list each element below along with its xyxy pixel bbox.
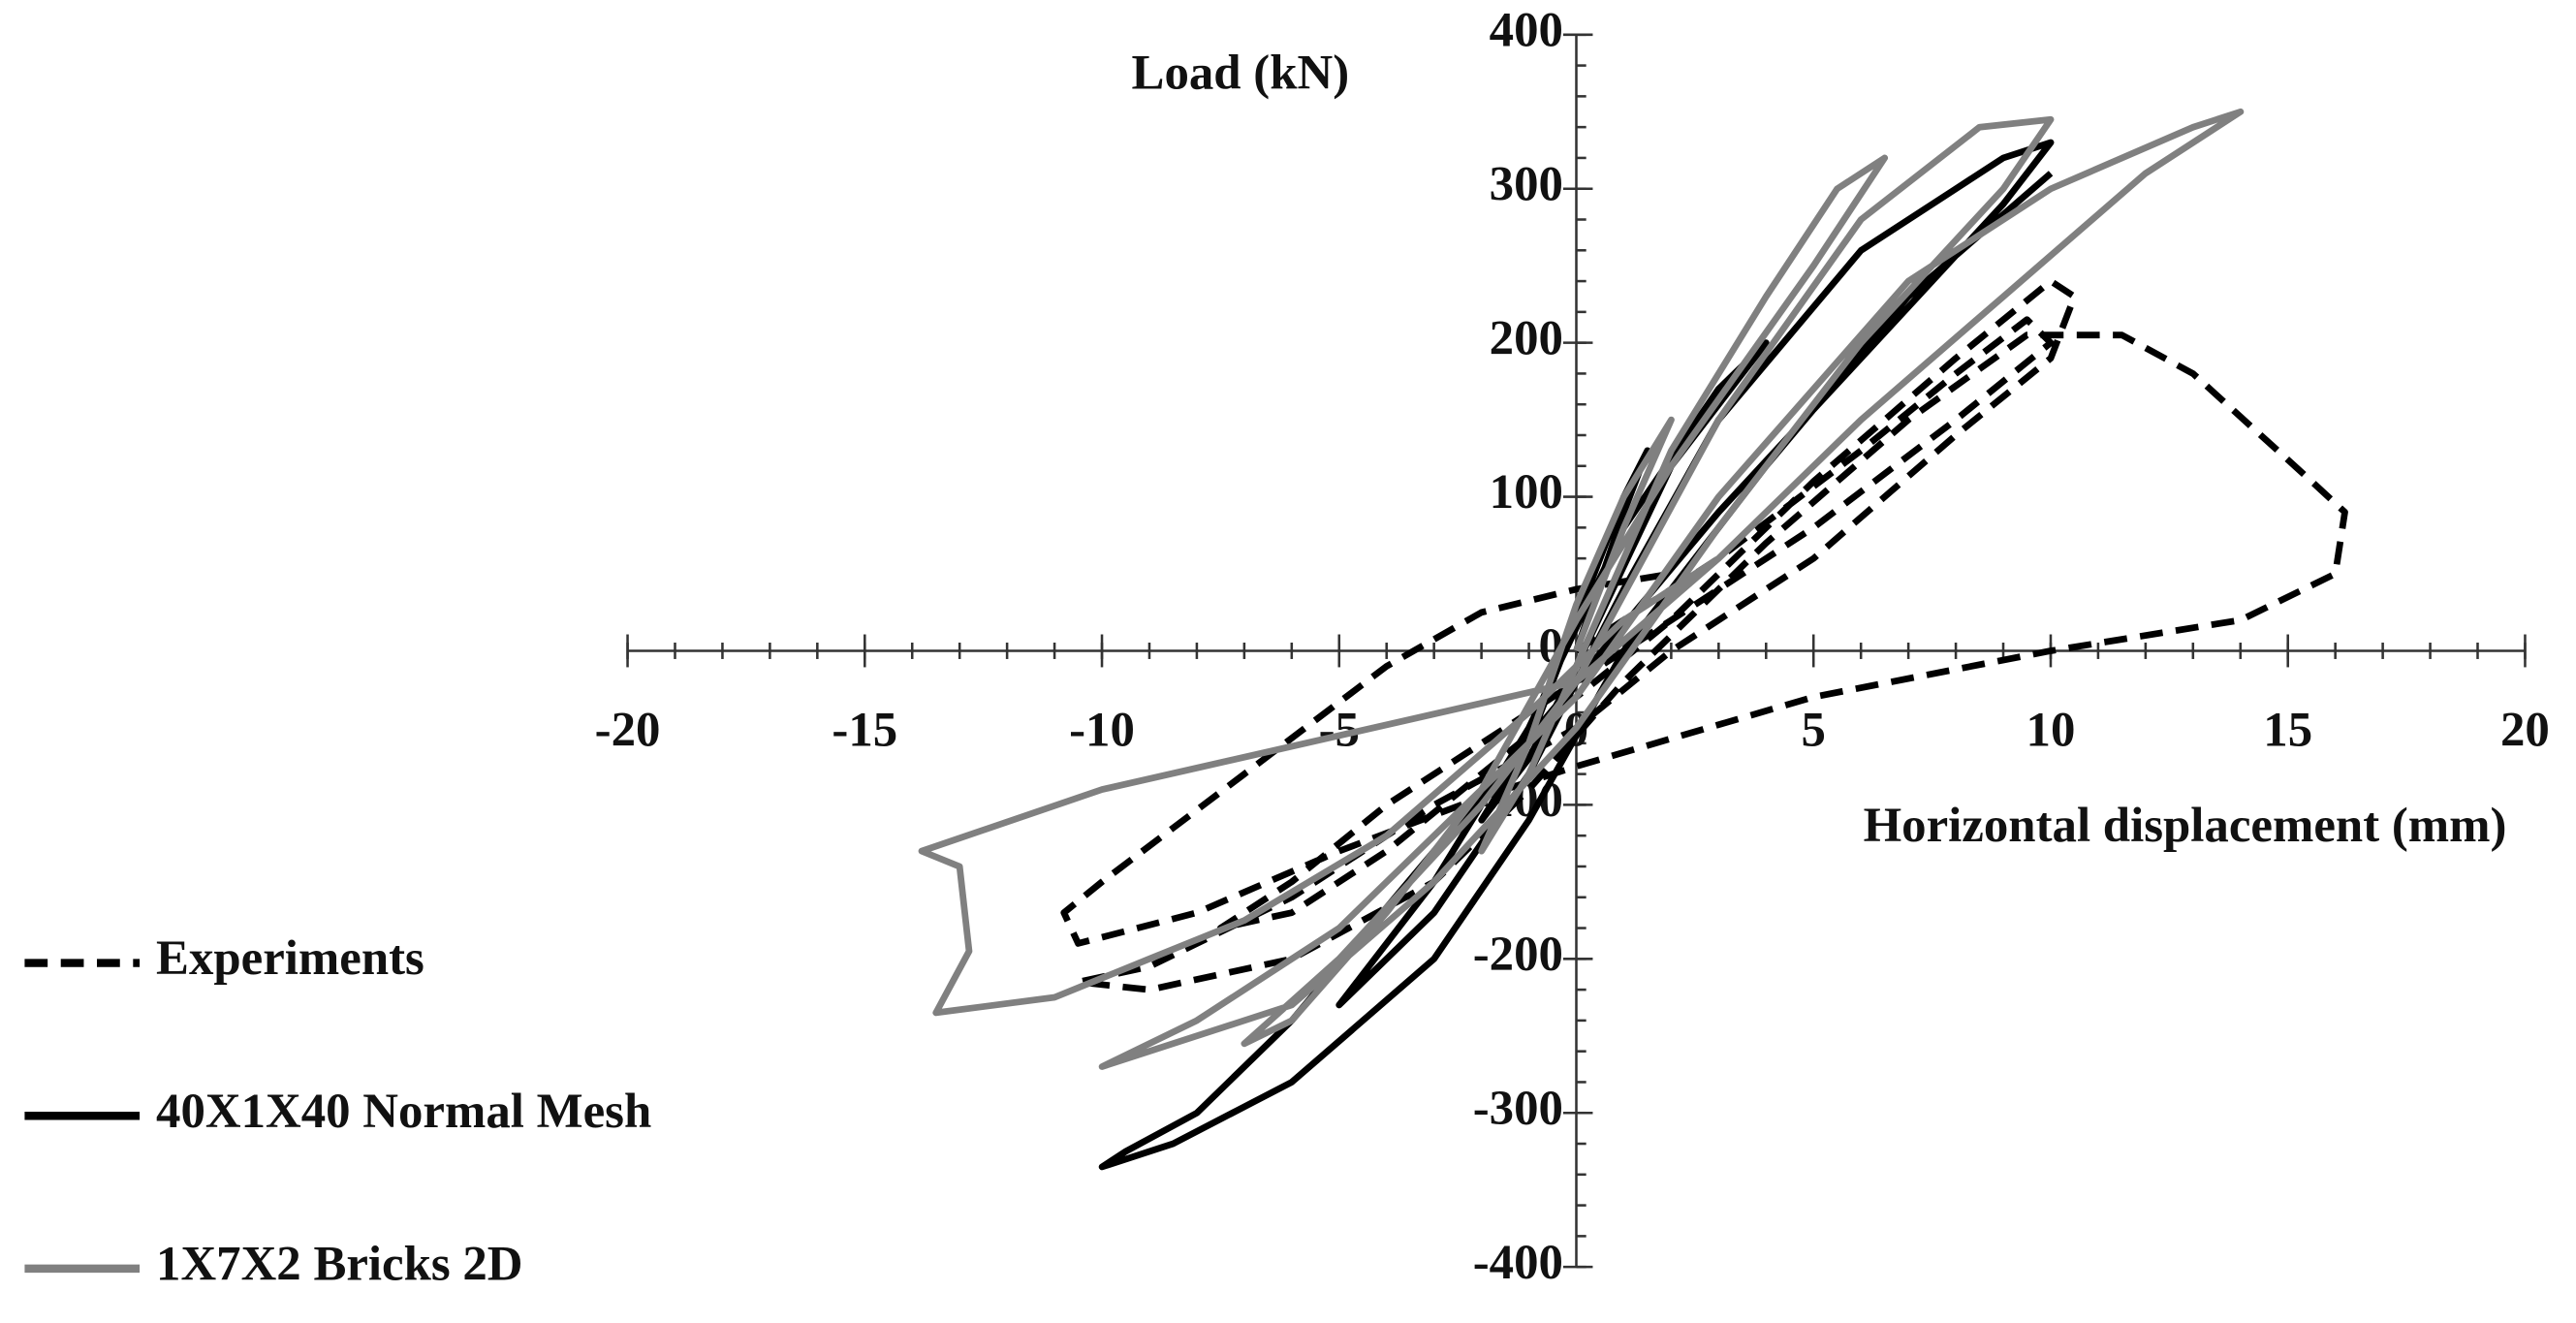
- series-line: [918, 108, 2245, 1070]
- x-tick-label: 15: [2263, 703, 2312, 757]
- y-tick-label: 300: [1490, 156, 1563, 210]
- x-axis-title: Horizontal displacement (mm): [1863, 799, 2507, 853]
- x-tick-label: 5: [1802, 703, 1826, 757]
- legend-label: Experiments: [156, 930, 424, 985]
- x-tick-label: -10: [1069, 703, 1135, 757]
- x-tick-label: 10: [2026, 703, 2076, 757]
- x-tick-label: -15: [832, 703, 897, 757]
- x-tick-label: 20: [2500, 703, 2550, 757]
- y-tick-label: -200: [1473, 927, 1563, 981]
- y-tick-label: -300: [1473, 1081, 1563, 1135]
- x-axis-title-box: Horizontal displacement (mm): [1863, 799, 2507, 853]
- legend-label: 40X1X40 Normal Mesh: [156, 1084, 651, 1138]
- y-tick-label: 400: [1490, 2, 1563, 56]
- x-tick-label: -20: [595, 703, 661, 757]
- y-tick-label: -400: [1473, 1235, 1563, 1289]
- y-tick-label: 200: [1490, 310, 1563, 364]
- legend-label: 1X7X2 Bricks 2D: [156, 1237, 523, 1291]
- y-tick-label: 100: [1490, 464, 1563, 519]
- y-axis-title: Load (kN): [1132, 46, 1350, 100]
